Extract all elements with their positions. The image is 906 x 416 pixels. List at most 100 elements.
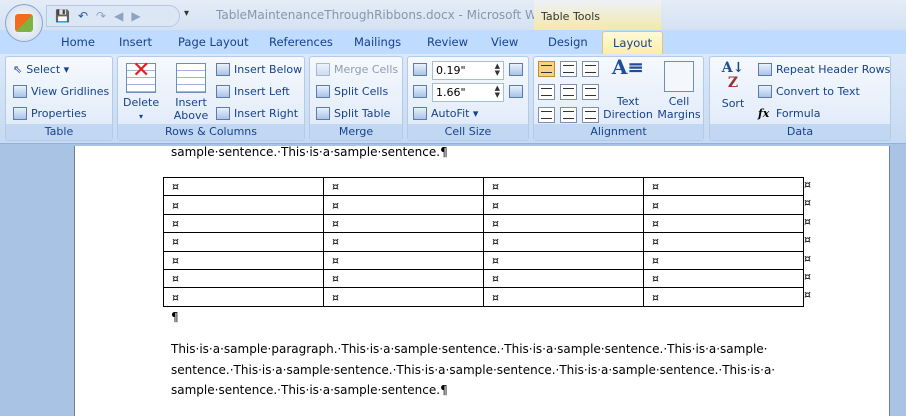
align-top-left-button[interactable]: [538, 61, 555, 77]
table-cell[interactable]: ¤: [163, 250, 324, 270]
tab-view[interactable]: View: [491, 35, 519, 49]
back-icon[interactable]: ◀: [114, 9, 124, 23]
tab-mailings[interactable]: Mailings: [354, 35, 402, 49]
redo-icon[interactable]: ↷: [96, 9, 107, 23]
group-alignment: A≡ Text Direction Cell Margins Alignment: [533, 56, 704, 141]
group-label: Alignment: [534, 124, 703, 140]
table-cell[interactable]: ¤: [483, 268, 644, 289]
tab-page-layout[interactable]: Page Layout: [178, 35, 249, 49]
insert-left-icon: [216, 85, 230, 98]
properties-icon: [13, 107, 27, 120]
split-cells-button[interactable]: Split Cells: [316, 85, 388, 98]
text-direction-button[interactable]: A≡ Text Direction: [603, 55, 653, 121]
row-end-marker: ¤: [804, 233, 811, 247]
repeat-header-rows-button[interactable]: Repeat Header Rows: [758, 63, 890, 76]
table-cell[interactable]: ¤: [163, 213, 324, 234]
table-cell[interactable]: ¤: [163, 195, 324, 215]
cursor-icon: ⇖: [13, 63, 23, 76]
spinner-icon[interactable]: ▲ ▼: [494, 84, 500, 99]
tab-insert[interactable]: Insert: [119, 35, 152, 49]
autofit-button[interactable]: AutoFit ▾: [413, 107, 478, 120]
table-cell[interactable]: ¤: [483, 250, 644, 270]
table-cell[interactable]: ¤: [163, 176, 324, 197]
table-cell[interactable]: ¤: [483, 176, 644, 197]
undo-icon[interactable]: ↶: [77, 9, 89, 23]
table-cell[interactable]: ¤: [163, 268, 324, 289]
table-cell[interactable]: ¤: [643, 195, 804, 215]
table-cell[interactable]: ¤: [163, 232, 324, 252]
table-cell[interactable]: ¤: [323, 287, 484, 307]
convert-to-text-button[interactable]: Convert to Text: [758, 85, 860, 98]
row-height-icon: [413, 63, 427, 76]
group-data: A↓ Z Sort Repeat Header Rows Convert to Te…: [709, 56, 891, 141]
tab-review[interactable]: Review: [427, 35, 469, 49]
spinner-icon[interactable]: ▲ ▼: [494, 62, 500, 77]
document-table[interactable]: ¤ ¤ ¤ ¤ ¤ ¤ ¤ ¤ ¤ ¤ ¤ ¤ ¤ ¤ ¤ ¤ ¤ ¤ ¤ ¤ ¤ ¤ ¤ ¤ ¤ ¤ ¤ ¤: [163, 176, 804, 307]
table-cell[interactable]: ¤: [483, 213, 644, 234]
distribute-columns-icon[interactable]: [509, 85, 523, 98]
align-center-right-button[interactable]: [582, 84, 599, 100]
document-page[interactable]: sample·sentence.·This·is·a·sample·senten…: [74, 145, 890, 416]
table-cell[interactable]: ¤: [323, 213, 484, 234]
forward-icon[interactable]: ▶: [131, 9, 141, 23]
table-cell[interactable]: ¤: [323, 250, 484, 270]
save-icon[interactable]: 💾: [55, 9, 70, 23]
sort-button[interactable]: A↓ Z Sort: [716, 60, 750, 111]
merge-cells-icon: [316, 63, 330, 76]
table-cell[interactable]: ¤: [323, 268, 484, 289]
align-top-center-button[interactable]: [560, 61, 577, 77]
properties-button[interactable]: Properties: [13, 107, 87, 120]
insert-right-button[interactable]: Insert Right: [216, 107, 298, 120]
tab-layout[interactable]: Layout: [602, 31, 664, 55]
convert-to-text-icon: [758, 85, 772, 98]
insert-below-button[interactable]: Insert Below: [216, 63, 302, 76]
insert-left-button[interactable]: Insert Left: [216, 85, 290, 98]
table-cell[interactable]: ¤: [163, 287, 324, 307]
table-cell[interactable]: ¤: [323, 232, 484, 252]
align-bottom-center-button[interactable]: [560, 107, 577, 123]
table-cell[interactable]: ¤: [323, 195, 484, 215]
table-cell[interactable]: ¤: [643, 213, 804, 234]
view-gridlines-button[interactable]: View Gridlines: [13, 85, 109, 98]
table-cell[interactable]: ¤: [643, 250, 804, 270]
align-center-left-button[interactable]: [538, 84, 555, 100]
row-height-input[interactable]: 0.19" ▲ ▼: [432, 61, 504, 80]
table-cell[interactable]: ¤: [323, 176, 484, 197]
merge-cells-button[interactable]: Merge Cells: [316, 63, 398, 76]
group-label: Rows & Columns: [118, 124, 304, 140]
table-cell[interactable]: ¤: [483, 195, 644, 215]
insert-above-button[interactable]: Insert Above: [171, 63, 211, 122]
delete-button[interactable]: ✕ Delete ▾: [123, 58, 160, 122]
formula-button[interactable]: fx Formula: [758, 107, 821, 120]
tab-references[interactable]: References: [269, 35, 333, 49]
office-button[interactable]: [5, 4, 43, 42]
table-cell[interactable]: ¤: [643, 176, 804, 197]
autofit-icon: [413, 107, 427, 120]
gridlines-icon: [13, 85, 27, 98]
delete-icon: ✕: [126, 60, 156, 93]
column-width-icon: [413, 85, 427, 98]
tab-home[interactable]: Home: [61, 35, 95, 49]
align-center-button[interactable]: [560, 84, 577, 100]
table-row: ¤ ¤ ¤ ¤: [163, 287, 804, 307]
row-end-marker: ¤: [804, 178, 811, 191]
table-cell[interactable]: ¤: [643, 232, 804, 252]
column-width-input[interactable]: 1.66" ▲ ▼: [432, 83, 504, 102]
table-cell[interactable]: ¤: [643, 287, 804, 307]
select-button[interactable]: ⇖ Select ▾: [13, 63, 70, 76]
table-cell[interactable]: ¤: [483, 232, 644, 252]
table-cell[interactable]: ¤: [483, 287, 644, 307]
ribbon: ⇖ Select ▾ View Gridlines Properties Tabl…: [0, 54, 906, 144]
repeat-header-icon: [758, 63, 772, 76]
align-top-right-button[interactable]: [582, 61, 599, 77]
tab-design[interactable]: Design: [548, 35, 588, 49]
cell-margins-button[interactable]: Cell Margins: [655, 61, 703, 121]
sort-icon: A↓ Z: [721, 60, 745, 91]
align-bottom-left-button[interactable]: [538, 107, 555, 123]
align-bottom-right-button[interactable]: [582, 107, 599, 123]
split-table-button[interactable]: Split Table: [316, 107, 390, 120]
customize-qat-icon[interactable]: ▾: [184, 8, 190, 19]
table-cell[interactable]: ¤: [643, 268, 804, 289]
distribute-rows-icon[interactable]: [509, 63, 523, 76]
group-rows-columns: ✕ Delete ▾ Insert Above Insert Below Insert…: [117, 56, 305, 141]
